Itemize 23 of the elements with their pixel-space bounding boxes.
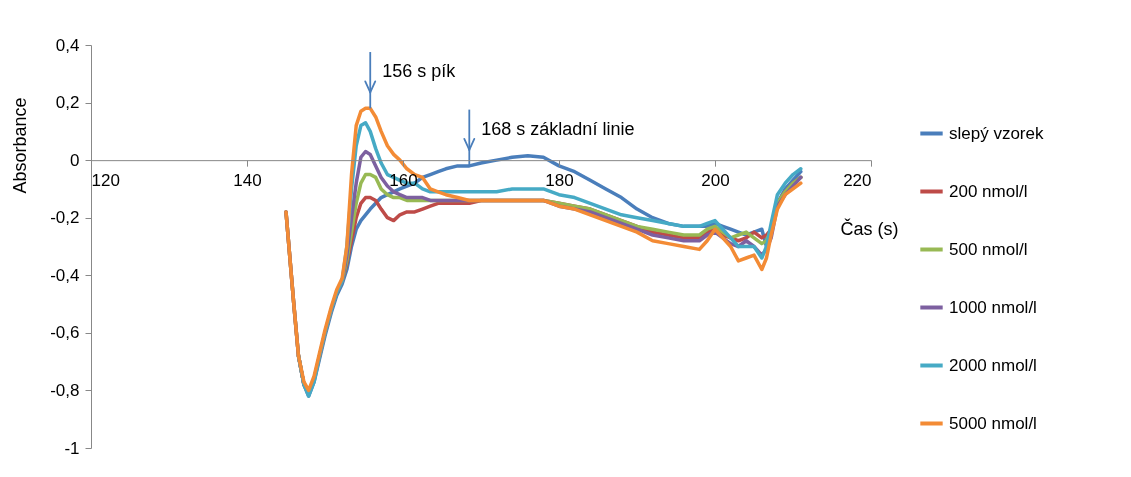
y-tick-label: -0,6 [50, 323, 80, 343]
y-tick-label: 0,4 [55, 35, 80, 55]
legend-label: 2000 nmol/l [949, 355, 1037, 375]
y-tick-label: -0,4 [50, 265, 80, 285]
legend-label: 1000 nmol/l [949, 297, 1037, 317]
y-tick-label: -1 [64, 438, 80, 458]
x-axis-title: Čas (s) [840, 217, 899, 239]
annotation: 156 s pík [382, 61, 457, 82]
x-tick-label: 140 [233, 170, 262, 190]
x-tick-label: 220 [843, 170, 872, 190]
y-tick-label: -0,2 [50, 208, 80, 228]
y-axis-title: Absorbance [9, 97, 30, 194]
y-tick-label: -0,8 [50, 380, 80, 400]
legend-label: slepý vzorek [949, 123, 1044, 143]
legend-label: 200 nmol/l [949, 181, 1028, 201]
x-tick-label: 200 [701, 170, 730, 190]
annotation: 168 s základní linie [481, 118, 635, 139]
x-tick-label: 120 [91, 170, 120, 190]
legend-label: 500 nmol/l [949, 239, 1028, 259]
y-tick-label: 0,2 [55, 93, 80, 113]
legend-label: 5000 nmol/l [949, 413, 1037, 433]
y-tick-label: 0 [70, 150, 80, 170]
x-tick-label: 180 [545, 170, 574, 190]
